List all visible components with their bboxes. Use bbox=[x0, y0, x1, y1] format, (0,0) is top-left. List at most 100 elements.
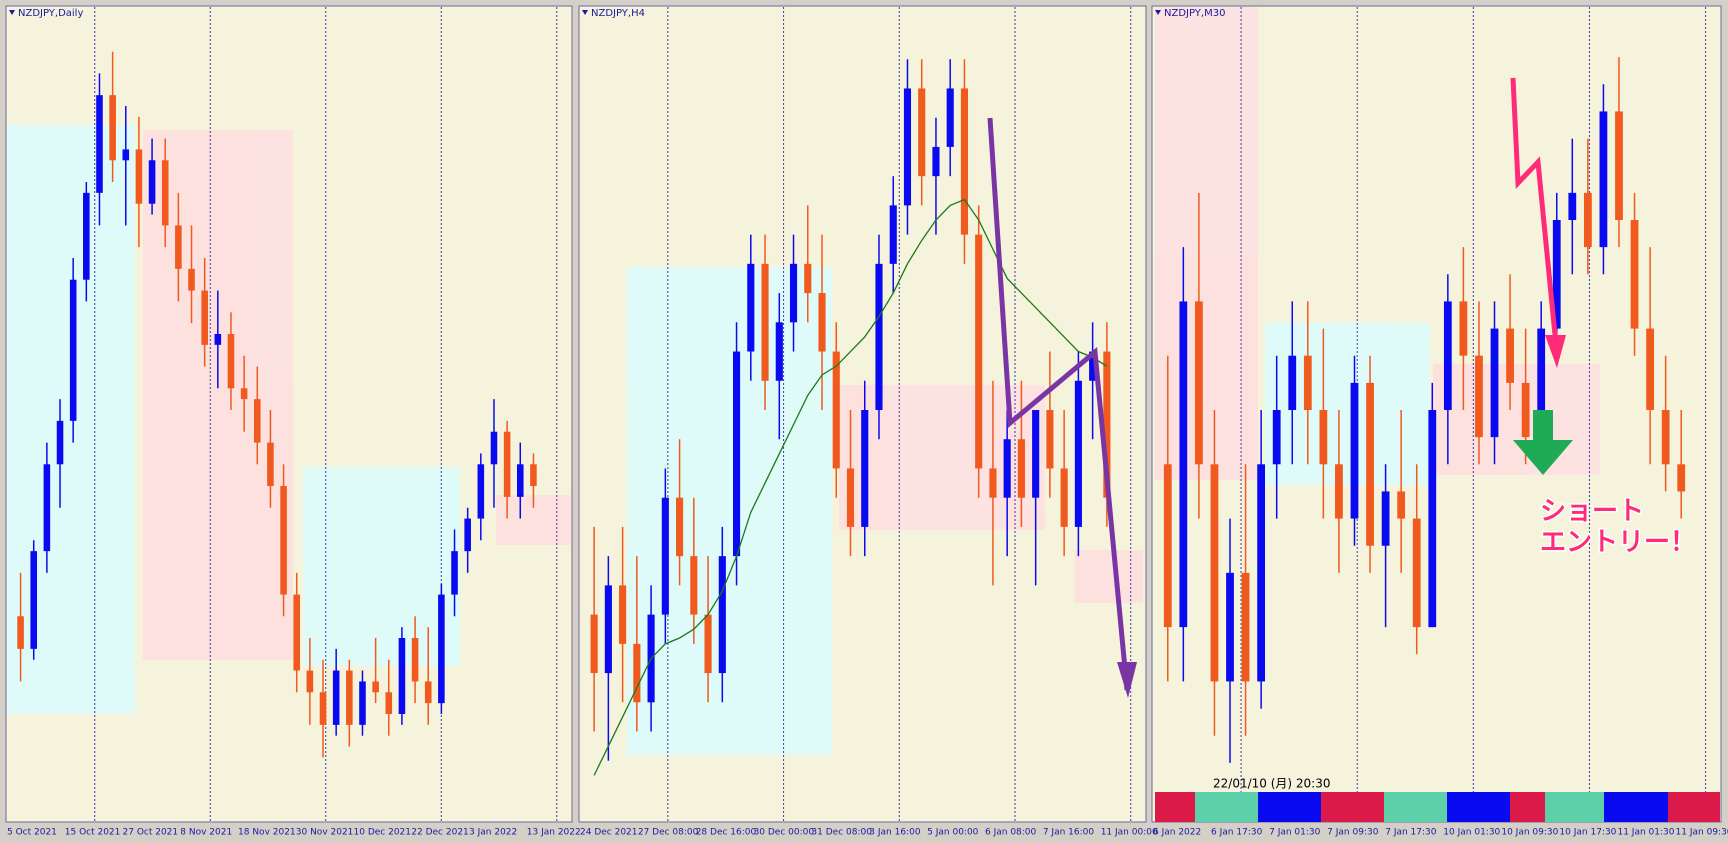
candle-body bbox=[1179, 301, 1188, 628]
candle-body bbox=[96, 95, 103, 193]
candle-body bbox=[398, 638, 406, 714]
x-tick-label: 31 Dec 08:00 bbox=[811, 828, 872, 838]
candle-body bbox=[1568, 192, 1577, 220]
candle-body bbox=[1366, 382, 1374, 546]
x-tick-label: 24 Dec 2021 bbox=[580, 828, 638, 838]
x-tick-label: 15 Oct 2021 bbox=[65, 828, 121, 838]
candle-body bbox=[1615, 111, 1623, 220]
x-tick-label: 6 Jan 2022 bbox=[1153, 828, 1201, 838]
trend-arrow bbox=[987, 117, 1130, 691]
x-tick-label: 6 Jan 08:00 bbox=[985, 828, 1037, 838]
candle-body bbox=[946, 88, 954, 147]
plot-layer: NZDJPY,Daily 5 Oct 2021 15 Oct 2021 27 Oct … bbox=[7, 7, 1728, 838]
x-tick-label: 10 Jan 09:30 bbox=[1501, 828, 1558, 838]
x-tick-label: 27 Dec 08:00 bbox=[638, 828, 699, 838]
candle-body bbox=[227, 334, 235, 389]
candle-body bbox=[775, 322, 783, 381]
trend-arrow bbox=[1510, 77, 1559, 346]
candle-body bbox=[83, 192, 90, 280]
candle-body bbox=[932, 146, 940, 177]
candle-body bbox=[438, 594, 445, 704]
candle-body bbox=[718, 556, 726, 674]
candle-body bbox=[346, 670, 353, 725]
arrowhead bbox=[1117, 662, 1137, 698]
candle-body bbox=[293, 594, 301, 671]
candle-body bbox=[1521, 382, 1530, 438]
candle-body bbox=[109, 95, 116, 161]
candle-body bbox=[989, 468, 997, 498]
candle-body bbox=[1195, 301, 1203, 465]
candle-body bbox=[1272, 410, 1281, 465]
candle-body bbox=[975, 234, 983, 469]
candle-body bbox=[464, 518, 471, 552]
session-bar bbox=[1155, 792, 1720, 822]
title-icon bbox=[582, 10, 588, 15]
candle-body bbox=[1319, 410, 1328, 465]
x-tick-label: 5 Jan 00:00 bbox=[927, 828, 979, 838]
candle-body bbox=[306, 670, 314, 693]
candle-body bbox=[1060, 468, 1068, 527]
candle-body bbox=[676, 497, 684, 557]
panel-title: NZDJPY,M30 bbox=[1164, 8, 1225, 19]
candle-body bbox=[960, 88, 969, 235]
candle-body bbox=[1103, 351, 1111, 498]
candle-body bbox=[17, 616, 24, 649]
x-tick-label: 30 Nov 2021 bbox=[296, 828, 354, 838]
candle-body bbox=[332, 670, 340, 725]
entry-arrow bbox=[1513, 410, 1573, 475]
candle-body bbox=[1443, 301, 1452, 410]
candle-body bbox=[1397, 491, 1406, 519]
candle-body bbox=[861, 410, 869, 527]
candle-body bbox=[846, 468, 855, 527]
timestamp: 22/01/10 (月) 20:30 bbox=[1213, 777, 1330, 791]
candle-body bbox=[175, 225, 182, 269]
panel-title: NZDJPY,H4 bbox=[591, 8, 645, 19]
x-tick-label: 11 Jan 00:00 bbox=[1101, 828, 1158, 838]
x-tick-label: 8 Nov 2021 bbox=[180, 828, 232, 838]
candle-body bbox=[1661, 410, 1670, 465]
candle-body bbox=[789, 263, 798, 323]
moving-average bbox=[593, 198, 1108, 776]
candle-body bbox=[56, 420, 64, 465]
candle-body bbox=[1428, 410, 1437, 628]
candle-body bbox=[477, 464, 485, 519]
candle-body bbox=[1003, 439, 1011, 498]
candle-body bbox=[188, 268, 195, 291]
candle-body bbox=[267, 442, 274, 486]
x-tick-label: 7 Jan 17:30 bbox=[1385, 828, 1437, 838]
candle-body bbox=[903, 88, 912, 206]
candle-body bbox=[1303, 355, 1312, 410]
candle-body bbox=[1537, 328, 1546, 438]
title-icon bbox=[1155, 10, 1161, 15]
x-tick-label: 22 Dec 2021 bbox=[411, 828, 469, 838]
x-tick-label: 11 Jan 01:30 bbox=[1617, 828, 1674, 838]
x-tick-label: 10 Jan 01:30 bbox=[1443, 828, 1500, 838]
candle-body bbox=[1630, 220, 1639, 329]
candle-body bbox=[818, 293, 826, 352]
candle-body bbox=[69, 279, 77, 421]
candle-body bbox=[385, 692, 393, 714]
candle-body bbox=[122, 149, 130, 161]
candle-body bbox=[43, 464, 51, 552]
candle-body bbox=[1412, 518, 1421, 628]
candle-body bbox=[240, 388, 248, 400]
candle-body bbox=[1163, 464, 1172, 628]
x-tick-label: 3 Jan 2022 bbox=[469, 828, 517, 838]
candle-body bbox=[1552, 220, 1561, 329]
x-tick-label: 18 Nov 2021 bbox=[238, 828, 296, 838]
x-tick-label: 5 Oct 2021 bbox=[7, 828, 57, 838]
candle-body bbox=[619, 585, 627, 644]
candle-body bbox=[1646, 328, 1654, 410]
candle-body bbox=[761, 263, 769, 381]
candle-body bbox=[1074, 380, 1082, 527]
candle-body bbox=[359, 681, 366, 725]
x-tick-label: 6 Jan 17:30 bbox=[1211, 828, 1263, 838]
candle-body bbox=[1226, 572, 1234, 682]
panel-title: NZDJPY,Daily bbox=[18, 8, 83, 19]
x-tick-label: 30 Dec 00:00 bbox=[754, 828, 815, 838]
candle-body bbox=[732, 351, 741, 557]
candle-body bbox=[875, 263, 883, 410]
candle-body bbox=[1506, 328, 1514, 383]
x-tick-label: 27 Oct 2021 bbox=[123, 828, 179, 838]
